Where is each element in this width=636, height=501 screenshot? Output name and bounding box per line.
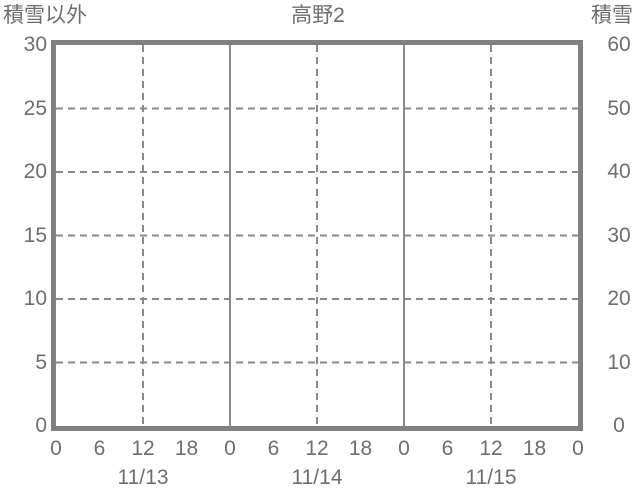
- x-hour-tick-label: 0: [398, 437, 410, 460]
- y-left-tick-label: 20: [23, 160, 47, 183]
- y-right-tick-label: 50: [607, 96, 631, 120]
- x-hour-tick-label: 18: [174, 437, 199, 460]
- y-right-tick-label: 40: [607, 160, 631, 183]
- x-hour-tick-label: 6: [93, 437, 106, 460]
- x-hour-tick-label: 18: [522, 437, 547, 460]
- y-right-tick-label: 60: [607, 33, 631, 56]
- x-hour-tick-label: 6: [441, 437, 454, 460]
- x-date-label: 11/14: [291, 466, 343, 489]
- y-left-tick-label: 25: [23, 96, 47, 120]
- y-left-tick-label: 0: [35, 414, 47, 437]
- x-hour-tick-label: 12: [305, 437, 329, 460]
- x-hour-tick-label: 0: [572, 437, 584, 460]
- x-date-label: 11/15: [465, 466, 517, 489]
- y-right-tick-label: 20: [607, 287, 631, 310]
- x-hour-tick-label: 0: [50, 437, 62, 460]
- y-right-tick-label: 10: [607, 350, 631, 374]
- y-left-tick-label: 10: [23, 287, 47, 310]
- y-right-tick-label: 30: [607, 223, 631, 247]
- x-date-label: 11/13: [117, 466, 169, 489]
- x-hour-tick-label: 18: [348, 437, 373, 460]
- x-hour-tick-label: 0: [224, 437, 236, 460]
- x-hour-tick-label: 12: [131, 437, 155, 460]
- x-hour-tick-label: 12: [479, 437, 503, 460]
- chart-title: 高野2: [291, 4, 345, 27]
- left-axis-title: 積雪以外: [3, 4, 87, 27]
- y-right-tick-label: 0: [613, 414, 625, 437]
- y-left-tick-label: 30: [23, 33, 47, 56]
- y-left-tick-label: 5: [35, 350, 47, 374]
- gridlines: [56, 45, 578, 426]
- x-hour-tick-label: 6: [267, 437, 280, 460]
- y-left-tick-label: 15: [23, 223, 47, 247]
- right-axis-title: 積雪: [591, 4, 633, 27]
- plot-area: [51, 40, 583, 431]
